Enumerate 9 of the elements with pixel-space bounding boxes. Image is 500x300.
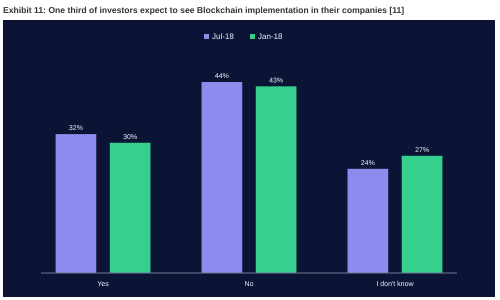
- bar: [110, 142, 150, 273]
- chart-title: Exhibit 11: One third of investors expect to see Blockchain implementation in their companies [11]: [3, 5, 404, 15]
- bar: [256, 86, 296, 273]
- bar: [202, 82, 242, 273]
- bar: [402, 156, 442, 273]
- legend-label: Jul-18: [212, 32, 234, 41]
- legend-label: Jan-18: [258, 32, 284, 41]
- bar: [56, 134, 96, 273]
- bar: [348, 168, 388, 273]
